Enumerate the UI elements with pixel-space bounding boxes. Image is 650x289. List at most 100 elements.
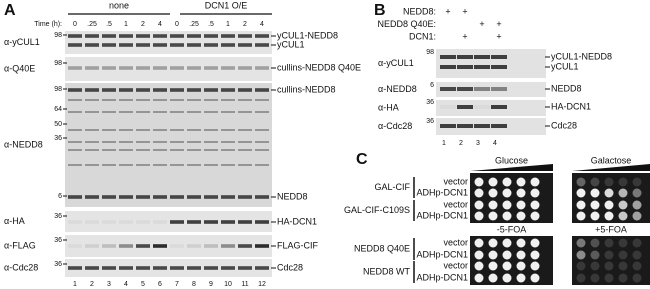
yeast-spot [618, 273, 628, 283]
panel-letter: C [356, 151, 368, 168]
strain-label: GAL-CIF [374, 182, 410, 192]
yeast-spot [530, 238, 540, 248]
yeast-spot [576, 273, 586, 283]
plasmid-label: ADHp-DCN1 [416, 249, 468, 259]
blot [65, 211, 272, 232]
band [102, 99, 116, 101]
time: 2 [141, 21, 145, 28]
lane-number: 10 [224, 281, 232, 288]
band [170, 43, 184, 47]
band [440, 87, 456, 91]
band [153, 88, 167, 92]
plasmid-label: vector [443, 260, 468, 270]
lane-number: 1 [73, 281, 77, 288]
band [102, 43, 116, 47]
yeast-spot [576, 250, 586, 260]
dilution-wedge [470, 164, 553, 171]
band [238, 164, 252, 166]
band [221, 164, 235, 166]
yeast-spot [576, 211, 586, 221]
yeast-spot [474, 188, 484, 198]
lane-number: 2 [90, 281, 94, 288]
yeast-spot [590, 273, 600, 283]
band [102, 34, 116, 38]
band [85, 129, 99, 131]
mw-marker: 6 [430, 82, 434, 89]
yeast-spot [618, 188, 628, 198]
yeast-spot [632, 273, 642, 283]
condition-mark: + [462, 6, 467, 16]
band-label: FLAG-CIF [277, 240, 319, 250]
yeast-spot [474, 200, 484, 210]
antibody-label: α-Q40E [4, 63, 35, 73]
yeast-spot [590, 200, 600, 210]
time: .5 [208, 21, 214, 28]
band [102, 220, 116, 224]
band [136, 195, 150, 199]
lane-number: 2 [459, 140, 463, 147]
time-label: Time (h): [34, 21, 62, 28]
band [255, 129, 269, 131]
dilution-wedge [572, 164, 650, 171]
band [255, 244, 269, 248]
band [119, 220, 133, 224]
band [204, 99, 218, 101]
band [102, 164, 116, 166]
band [119, 141, 133, 143]
yeast-spot [488, 188, 498, 198]
antibody-label: α-HA [4, 216, 25, 226]
antibody-label: α-Cdc28 [4, 262, 38, 272]
time: 1 [124, 21, 128, 28]
yeast-spot [604, 177, 614, 187]
band [153, 149, 167, 151]
band [255, 149, 269, 151]
band [255, 34, 269, 38]
lane-number: 8 [192, 281, 196, 288]
band [187, 164, 201, 166]
lane-number: 4 [124, 281, 128, 288]
yeast-spot [502, 211, 512, 221]
yeast-spot [488, 177, 498, 187]
band [221, 244, 235, 248]
band [255, 141, 269, 143]
band [440, 65, 456, 69]
band [136, 244, 150, 248]
band [119, 195, 133, 199]
antibody-label: α-Cdc28 [378, 121, 412, 131]
band [136, 164, 150, 166]
mw-marker: 36 [54, 135, 62, 142]
antibody-label: α-yCUL1 [378, 58, 414, 68]
mw-marker: 98 [54, 86, 62, 93]
band [68, 129, 82, 131]
band [170, 111, 184, 113]
band [221, 266, 235, 270]
time: 2 [243, 21, 247, 28]
band [170, 220, 184, 224]
yeast-spot [632, 200, 642, 210]
lane-number: 6 [158, 281, 162, 288]
band [153, 66, 167, 70]
band [170, 66, 184, 70]
yeast-spot [632, 211, 642, 221]
band [102, 88, 116, 92]
yeast-spot [632, 250, 642, 260]
band [136, 43, 150, 47]
band [102, 244, 116, 248]
band [170, 195, 184, 199]
band [85, 220, 99, 224]
band [238, 99, 252, 101]
band [255, 111, 269, 113]
band [153, 244, 167, 248]
band [119, 88, 133, 92]
condition-mark: + [479, 19, 484, 29]
time: 4 [158, 21, 162, 28]
band [204, 88, 218, 92]
band [119, 111, 133, 113]
band [85, 149, 99, 151]
band [85, 34, 99, 38]
band [187, 220, 201, 224]
band [238, 88, 252, 92]
band [85, 164, 99, 166]
band [204, 34, 218, 38]
